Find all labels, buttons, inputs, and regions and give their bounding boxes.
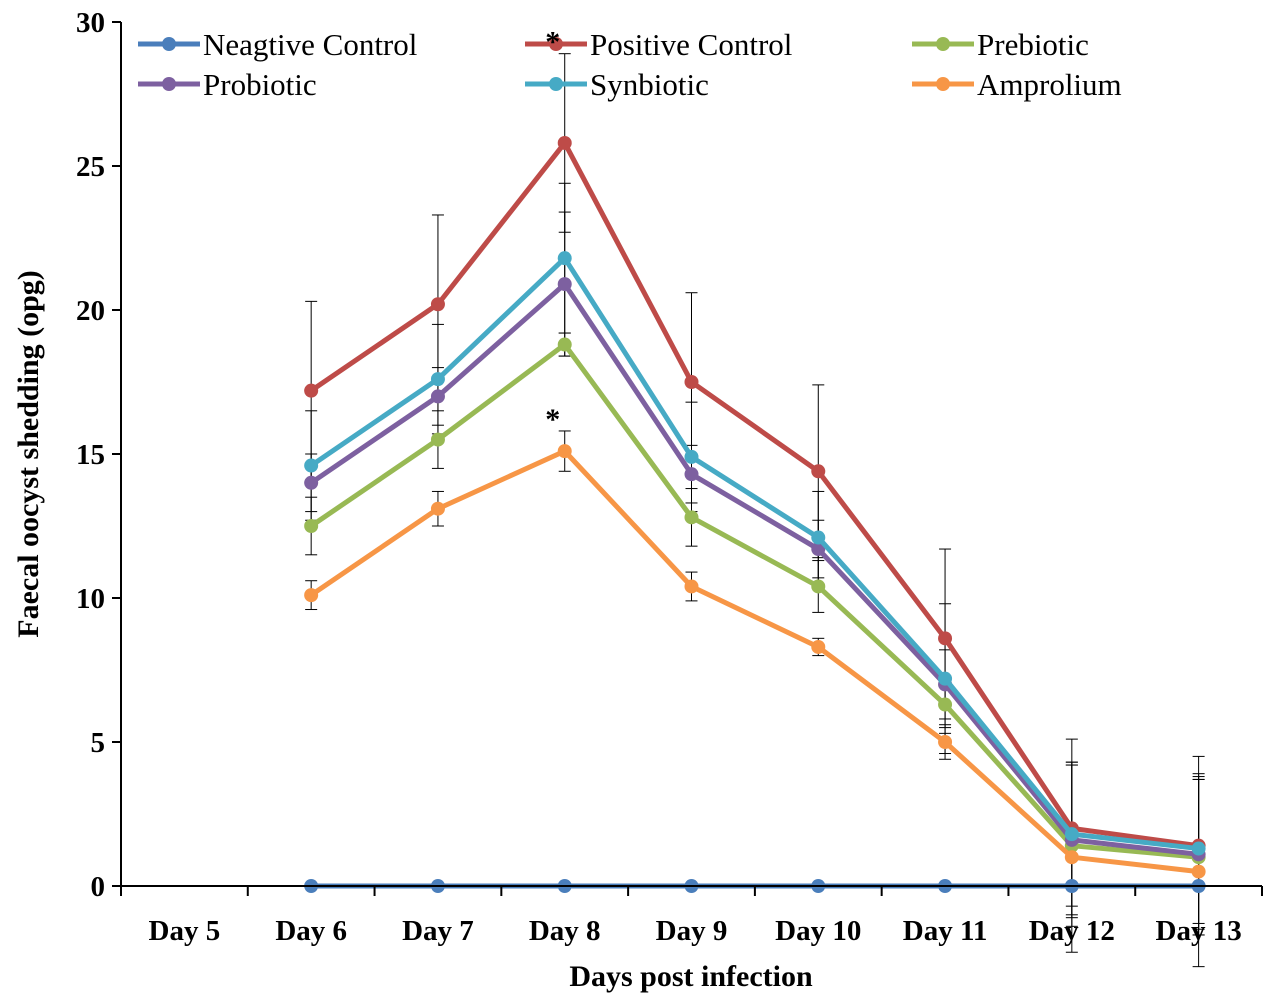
legend-label-prebiotic: Prebiotic [977,27,1089,62]
y-tick-label-0: 0 [91,871,106,903]
point-synbiotic-day-10 [811,530,826,545]
legend-label-positive-control: Positive Control [590,27,792,62]
legend-item-synbiotic: Synbiotic [525,67,709,102]
legend-label-synbiotic: Synbiotic [590,67,709,102]
point-synbiotic-day-13 [1191,841,1206,856]
series-line-prebiotic [309,342,1199,860]
x-tick-label-day-12: Day 12 [1029,915,1115,947]
point-probiotic-day-10 [811,542,826,557]
x-tick-label-day-5: Day 5 [149,915,221,947]
point-amprolium-day-13 [1191,864,1206,879]
point-synbiotic-day-8 [557,251,572,266]
point-synbiotic-day-6 [304,458,319,473]
legend-item-probiotic: Probiotic [138,67,317,102]
legend: Neagtive Control Positive Control Prebioti… [138,27,1122,102]
series-probiotic [304,277,1206,862]
point-prebiotic-day-10 [811,579,826,594]
point-probiotic-day-7 [430,389,445,404]
x-tick-label-day-10: Day 10 [775,915,861,947]
series-line-probiotic [309,281,1199,857]
point-prebiotic-day-8 [557,337,572,352]
point-positive-control-day-6 [304,383,319,398]
series-layer [304,53,1206,968]
point-amprolium-day-7 [430,501,445,516]
point-amprolium-day-6 [304,588,319,603]
series-line-positive-control [309,140,1199,849]
significance-marker-amprolium: * [545,403,560,436]
series-synbiotic [304,251,1206,856]
legend-swatch-marker-prebiotic [936,37,950,51]
legend-label-amprolium: Amprolium [977,67,1122,102]
series-line-amprolium [309,448,1199,875]
point-amprolium-day-10 [811,639,826,654]
point-positive-control-day-9 [684,375,699,389]
point-prebiotic-day-9 [684,510,699,525]
point-positive-control-day-11 [938,631,953,646]
x-tick-label-day-8: Day 8 [529,915,601,947]
legend-label-probiotic: Probiotic [203,67,317,102]
legend-label-neagtive-control: Neagtive Control [203,27,417,62]
point-synbiotic-day-7 [430,372,445,387]
x-tick-layer: Day 5 Day 6 Day 7 Day 8 Day 9 Day 10 Day 11 Day… [120,886,1263,947]
point-synbiotic-day-9 [684,449,699,464]
y-tick-label-20: 20 [76,295,105,327]
legend-item-neagtive-control: Neagtive Control [138,27,417,62]
y-tick-label-25: 25 [76,151,105,183]
legend-item-prebiotic: Prebiotic [912,27,1089,62]
legend-swatch-marker-probiotic [162,77,176,91]
y-tick-layer: 0 5 10 15 20 25 30 [76,7,121,903]
series-prebiotic [304,337,1206,865]
point-prebiotic-day-7 [430,432,445,447]
point-amprolium-day-9 [684,579,699,594]
y-tick-label-5: 5 [91,727,106,759]
point-positive-control-day-7 [430,297,445,312]
y-axis-title: Faecal oocyst shedding (opg) [12,270,45,638]
x-tick-label-day-7: Day 7 [402,915,474,947]
point-amprolium-day-12 [1064,850,1079,865]
significance-marker-positive-control: * [545,26,560,59]
x-tick-label-day-9: Day 9 [656,915,728,947]
legend-item-amprolium: Amprolium [912,67,1122,102]
point-amprolium-day-11 [938,735,953,749]
point-amprolium-day-8 [557,444,572,459]
point-probiotic-day-8 [557,277,572,292]
x-tick-label-day-11: Day 11 [903,915,988,947]
legend-swatch-marker-synbiotic [549,77,563,91]
point-prebiotic-day-6 [304,519,319,533]
x-axis-title: Days post infection [569,960,813,993]
point-positive-control-day-10 [811,464,826,479]
y-tick-label-30: 30 [76,7,105,39]
x-tick-label-day-6: Day 6 [275,915,347,947]
legend-swatch-marker-neagtive-control [162,37,176,51]
annotation-layer: ** [545,26,560,436]
point-positive-control-day-8 [557,135,572,150]
point-probiotic-day-9 [684,467,699,482]
legend-swatch-marker-positive-control [549,37,563,51]
y-tick-label-15: 15 [76,439,105,471]
legend-item-positive-control: Positive Control [525,27,792,62]
y-tick-label-10: 10 [76,583,105,615]
series-line-synbiotic [309,255,1199,852]
point-synbiotic-day-12 [1064,827,1079,842]
x-tick-label-day-13: Day 13 [1156,915,1242,947]
point-probiotic-day-6 [304,475,319,490]
legend-swatch-marker-amprolium [936,77,950,91]
point-synbiotic-day-11 [938,671,953,686]
series-amprolium [304,444,1206,879]
point-prebiotic-day-11 [938,697,953,712]
